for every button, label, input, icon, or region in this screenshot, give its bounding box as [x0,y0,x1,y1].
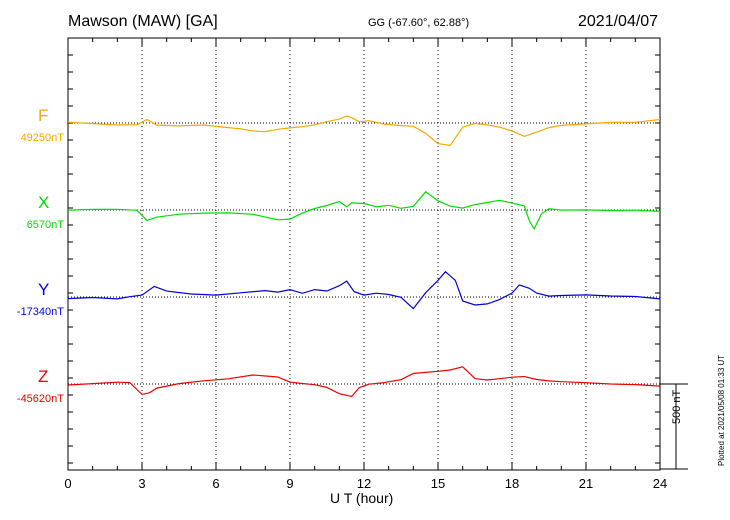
x-tick-label: 6 [212,476,219,491]
channel-letter-f: F [38,106,49,125]
x-tick-label: 24 [653,476,667,491]
series-line-x [67,190,661,231]
x-tick-label: 12 [357,476,371,491]
x-tick-label: 9 [286,476,293,491]
station-title: Mawson (MAW) [GA] [68,13,218,30]
x-tick-label: 21 [579,476,593,491]
plotted-timestamp: Plotted at 2021/05/08 01:33 UT [717,354,726,466]
channel-letter-y: Y [38,280,50,299]
x-tick-label: 18 [505,476,519,491]
series-line-y [67,270,661,310]
channel-baseline-y: -17340nT [16,306,64,318]
x-axis-label: U T (hour) [330,490,394,506]
channel-baseline-z: -45620nT [16,393,64,405]
channel-baseline-x: 6570nT [26,219,64,231]
x-tick-label: 0 [64,476,71,491]
x-tick-label: 15 [431,476,445,491]
channel-baseline-f: 49250nT [20,132,64,144]
series-line-z [67,366,661,398]
plot-date: 2021/04/07 [578,13,659,30]
channel-letter-x: X [38,193,50,212]
x-tick-label: 3 [138,476,145,491]
series-line-f [67,115,661,147]
scale-bar-label: 500 nT [671,389,683,424]
geographic-coords: GG (-67.60°, 62.88°) [368,17,470,29]
channel-letter-z: Z [38,367,49,386]
